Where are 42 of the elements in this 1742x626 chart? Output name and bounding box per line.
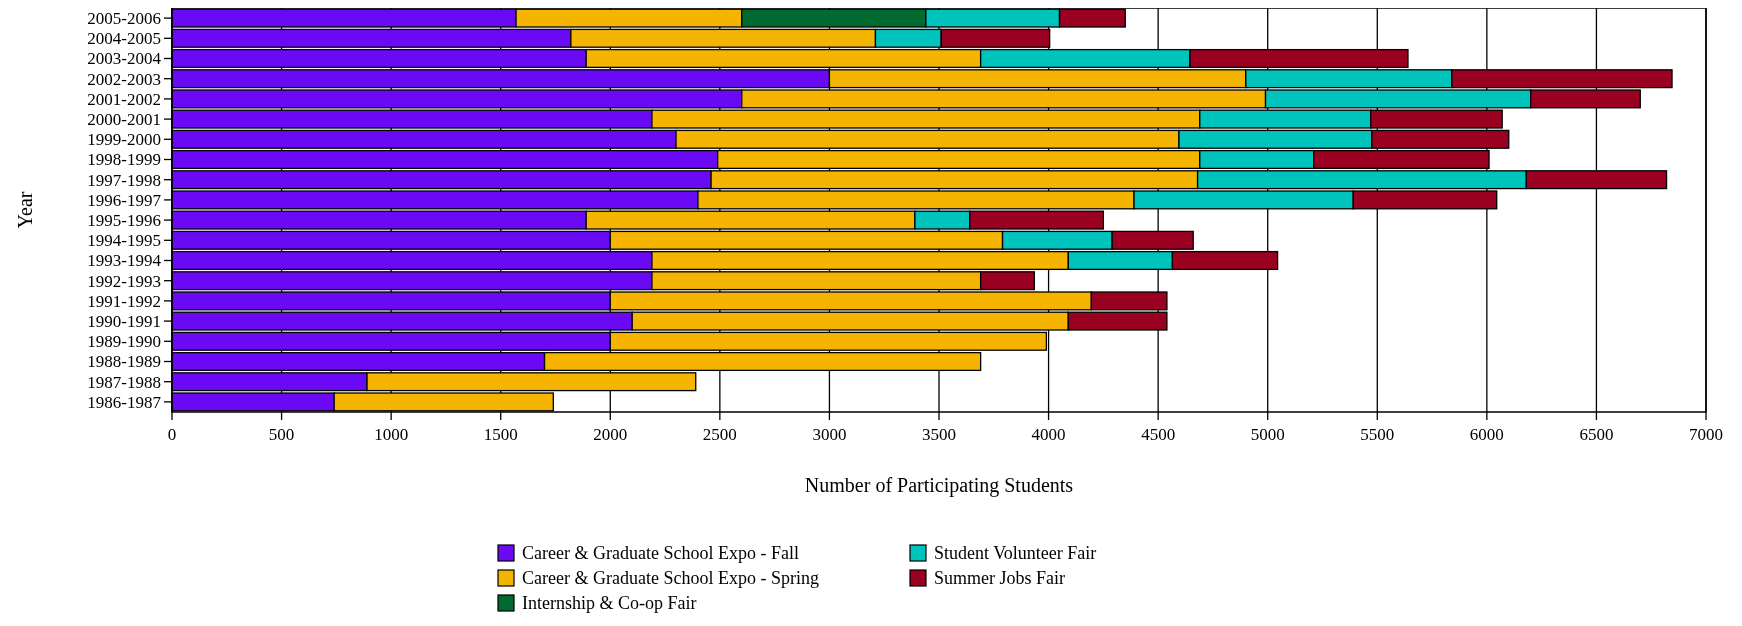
y-axis-title: Year bbox=[14, 191, 36, 229]
y-tick-label: 2000-2001 bbox=[87, 110, 161, 130]
x-tick-label: 1500 bbox=[483, 425, 518, 444]
y-tick-label: 1998-1999 bbox=[87, 150, 161, 170]
y-tick-label: 1999-2000 bbox=[87, 130, 161, 150]
x-tick-label: 4000 bbox=[1031, 425, 1066, 444]
y-tick-label: 2004-2005 bbox=[87, 29, 161, 49]
y-tick-label: 1991-1992 bbox=[87, 291, 161, 311]
x-tick-label: 2500 bbox=[702, 425, 737, 444]
y-tick-label: 1993-1994 bbox=[87, 251, 162, 271]
x-tick-label: 6500 bbox=[1579, 425, 1614, 444]
x-tick-label: 5000 bbox=[1250, 425, 1285, 444]
y-tick-label: 2002-2003 bbox=[87, 69, 161, 89]
legend-label: Student Volunteer Fair bbox=[934, 543, 1097, 564]
legend-label: Career & Graduate School Expo - Fall bbox=[522, 543, 799, 564]
y-tick-label: 1992-1993 bbox=[87, 271, 161, 291]
y-tick-label: 2003-2004 bbox=[87, 49, 162, 69]
legend-label: Career & Graduate School Expo - Spring bbox=[522, 568, 819, 589]
y-tick-label: 1987-1988 bbox=[87, 372, 161, 392]
legend-label: Summer Jobs Fair bbox=[934, 568, 1066, 589]
y-tick-label: 1997-1998 bbox=[87, 170, 161, 190]
x-tick-label: 6000 bbox=[1469, 425, 1504, 444]
x-tick-label: 7000 bbox=[1689, 425, 1723, 444]
x-tick-label: 3000 bbox=[812, 425, 847, 444]
x-axis-title: Number of Participating Students bbox=[804, 474, 1074, 497]
y-tick-label: 1986-1987 bbox=[87, 392, 162, 412]
y-tick-label: 2001-2002 bbox=[87, 89, 161, 109]
y-tick-label: 1988-1989 bbox=[87, 352, 161, 372]
x-tick-label: 5500 bbox=[1360, 425, 1395, 444]
x-tick-label: 4500 bbox=[1141, 425, 1176, 444]
y-tick-label: 1995-1996 bbox=[87, 211, 161, 231]
y-tick-label: 1996-1997 bbox=[87, 190, 162, 210]
y-tick-label: 1989-1990 bbox=[87, 332, 161, 352]
x-tick-label: 0 bbox=[167, 425, 177, 444]
x-tick-label: 1000 bbox=[374, 425, 409, 444]
legend-label: Internship & Co-op Fair bbox=[522, 593, 697, 614]
x-tick-label: 2000 bbox=[593, 425, 628, 444]
x-tick-label: 500 bbox=[268, 425, 295, 444]
x-tick-label: 3500 bbox=[922, 425, 956, 444]
y-tick-label: 1994-1995 bbox=[87, 231, 161, 251]
y-tick-label: 1990-1991 bbox=[87, 312, 161, 332]
y-tick-label: 2005-2006 bbox=[87, 9, 161, 29]
